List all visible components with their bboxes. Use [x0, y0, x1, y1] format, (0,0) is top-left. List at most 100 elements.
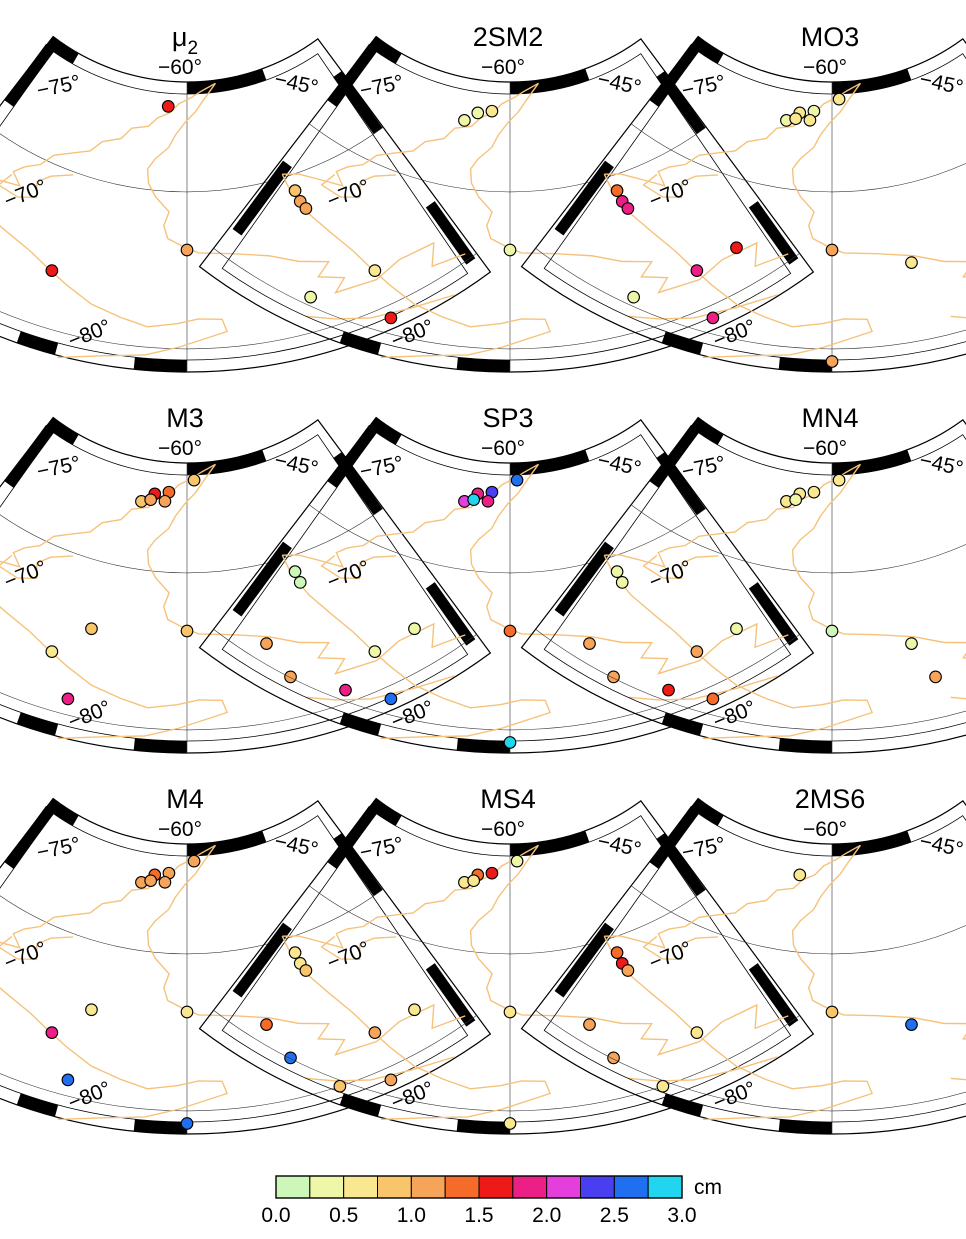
station-marker: [503, 624, 517, 638]
frame-segment: [554, 160, 614, 236]
station-marker: [706, 311, 720, 325]
lon-tick-label: −75°: [35, 833, 83, 865]
parallel-line: [213, 1010, 800, 1112]
parallel-line: [630, 504, 966, 574]
station-marker: [284, 670, 297, 684]
lon-tick-label: −75°: [35, 71, 83, 103]
parallel-line: [308, 504, 707, 574]
panel-title: MS4: [480, 784, 536, 814]
station-marker: [467, 874, 481, 888]
lon-tick-label: −60°: [803, 437, 847, 460]
parallel-line: [535, 248, 966, 350]
frame-segment: [339, 712, 382, 736]
station-marker: [793, 868, 807, 882]
map-panel-mo3: −75°−60°−45°−70°−80°MO3: [520, 22, 966, 373]
station-marker: [299, 964, 313, 977]
frame-segment: [831, 449, 912, 475]
station-marker: [803, 113, 817, 127]
coastline: [305, 1056, 455, 1082]
station-marker: [187, 473, 201, 487]
station-marker: [825, 243, 839, 257]
station-marker: [485, 104, 499, 118]
frame-segment: [509, 830, 590, 856]
station-marker: [458, 114, 471, 127]
colorbar-swatch: [512, 1175, 548, 1199]
frame-segment: [133, 1119, 188, 1134]
lat-tick-label: −70°: [324, 937, 373, 975]
station-marker: [384, 1073, 398, 1087]
frame-segment: [661, 712, 704, 736]
coastline: [469, 844, 789, 1056]
panel-title: 2MS6: [795, 784, 866, 814]
frame-segment: [232, 160, 292, 236]
parallel-line: [0, 634, 477, 731]
station-marker: [662, 683, 675, 697]
station-marker: [384, 311, 398, 325]
frame-segment: [133, 738, 188, 753]
coastline: [281, 173, 552, 359]
colorbar-swatch: [478, 1175, 514, 1199]
parallel-line: [0, 888, 384, 955]
lon-tick-label: −75°: [35, 452, 83, 484]
lon-tick-label: −45°: [272, 830, 320, 862]
station-marker: [288, 184, 302, 198]
colorbar-swatch: [410, 1175, 446, 1199]
coastline: [469, 82, 789, 294]
parallel-line: [308, 885, 707, 955]
frame-segment: [778, 738, 833, 753]
colorbar-unit-label: cm: [694, 1176, 722, 1199]
station-marker: [610, 184, 624, 198]
parallel-line: [0, 126, 384, 193]
parallel-line: [308, 123, 707, 193]
lon-tick-label: −45°: [917, 830, 965, 862]
coastline: [0, 463, 216, 568]
parallel-line: [535, 1010, 966, 1112]
station-marker: [61, 1073, 75, 1087]
frame-segment: [232, 922, 292, 998]
coastline: [791, 844, 966, 1040]
lon-tick-label: −45°: [917, 449, 965, 481]
station-marker: [621, 964, 635, 977]
map-panel-2ms6: −75° −60° −45° −70° −80° 2MS6: [520, 784, 966, 1135]
station-marker: [690, 264, 704, 277]
station-marker: [690, 645, 704, 658]
coastline: [282, 463, 539, 568]
station-marker: [503, 243, 517, 257]
frame-segment: [690, 798, 724, 826]
colorbar-swatch: [580, 1175, 615, 1199]
station-marker: [730, 622, 743, 636]
station-marker: [485, 866, 499, 880]
station-marker: [905, 256, 918, 269]
frame-segment: [831, 68, 912, 94]
frame-segment: [661, 1093, 704, 1117]
frame-segment: [45, 798, 79, 826]
frame-segment: [425, 963, 476, 1027]
frame-segment: [778, 1119, 833, 1134]
panel-title: μ2: [172, 22, 198, 59]
lat-tick-label: −80°: [710, 1077, 759, 1115]
station-marker: [905, 1018, 918, 1031]
station-marker: [61, 692, 75, 706]
map-panel-2sm2: −75°−60°−45°−70°−80°2SM2: [198, 22, 815, 373]
station-marker: [85, 622, 98, 636]
lon-tick-label: −60°: [158, 818, 202, 841]
colorbar-swatch: [377, 1175, 412, 1199]
colorbar-frame: [275, 1175, 683, 1199]
station-marker: [293, 576, 307, 589]
parallel-line: [0, 507, 384, 574]
coastline: [603, 173, 874, 359]
frame-segment: [661, 331, 704, 355]
parallel-line: [0, 1015, 477, 1112]
frame-segment: [327, 805, 378, 869]
map-frame-outer: [520, 416, 966, 754]
frame-segment: [4, 805, 55, 869]
colorbar-swatch: [309, 1175, 345, 1199]
lon-tick-label: −45°: [595, 449, 643, 481]
coastline: [950, 315, 966, 319]
map-panel-μ2: −75° −60° −45° −70° −80° μ2: [0, 22, 492, 373]
lon-tick-label: −60°: [481, 56, 525, 79]
station-marker: [690, 1026, 704, 1039]
parallel-line: [0, 253, 477, 350]
lat-tick-label: −70°: [1, 175, 50, 213]
